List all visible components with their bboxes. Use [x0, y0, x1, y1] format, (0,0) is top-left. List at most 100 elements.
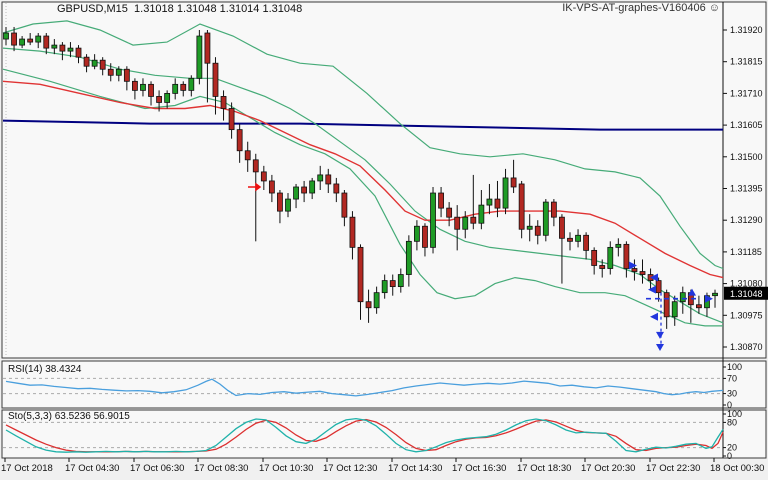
candle-body [615, 243, 622, 248]
time-axis-label: 17 Oct 18:30 [517, 463, 571, 474]
candle-body [663, 292, 670, 318]
trade-arrow-icon [705, 294, 713, 303]
candle-body [35, 35, 42, 43]
price-axis-label: 1.31500 [730, 152, 763, 162]
price-axis-label: 1.31185 [730, 247, 762, 257]
sell-arrow-icon [248, 182, 262, 192]
time-axis-label: 17 Oct 12:30 [323, 463, 377, 474]
main-panel[interactable] [1, 1, 767, 359]
current-price-value: 1.31048 [730, 289, 763, 299]
candle-body [196, 35, 203, 79]
candle-body [671, 301, 678, 318]
candle-body [140, 83, 146, 91]
candle-body [607, 246, 614, 269]
time-axis-label: 17 Oct 04:30 [65, 463, 119, 474]
candle-body [623, 243, 630, 269]
candle-body [188, 77, 195, 91]
candle-body [91, 59, 98, 67]
candle-body [51, 44, 58, 49]
candle-body [542, 201, 549, 236]
candle-body [510, 177, 517, 188]
time-axis-label: 17 Oct 20:30 [581, 463, 635, 474]
trade-arrow-icon [688, 288, 696, 296]
candle-body [655, 280, 662, 294]
candle-body [107, 68, 114, 76]
price-axis-label: 1.31395 [730, 183, 763, 193]
candle-body [414, 225, 420, 242]
candle-body [164, 92, 171, 103]
sto-level-label: 20 [727, 443, 737, 453]
candle-body [478, 204, 485, 224]
rsi-level-label: 0 [727, 400, 732, 410]
trade-arrow-icon [650, 273, 658, 282]
sto-level-label: 80 [727, 417, 737, 427]
candle-body [534, 225, 541, 236]
price-axis-label: 1.31710 [730, 88, 763, 98]
trade-arrow-icon [629, 261, 637, 270]
rsi-line [5, 378, 724, 397]
time-axis-label: 18 Oct 00:30 [710, 463, 764, 474]
current-price-tag [724, 286, 768, 300]
candle-body [349, 216, 356, 248]
candle-body [67, 47, 74, 52]
candle-body [19, 38, 26, 46]
candle-body [550, 201, 557, 218]
candle-body [204, 32, 211, 64]
price-axis-label: 1.30870 [730, 342, 763, 352]
candle-body [679, 292, 686, 303]
candle-body [156, 96, 162, 103]
rsi-panel[interactable] [1, 360, 767, 409]
candle-body [75, 47, 82, 58]
candle-body [301, 186, 308, 194]
ohlc-readout: GBPUSD,M15 1.31018 1.31048 1.31014 1.310… [57, 3, 303, 15]
candle-body [389, 280, 396, 288]
sto-main-line [5, 417, 724, 453]
candle-body [599, 265, 606, 269]
rsi-level-label: 70 [727, 373, 737, 383]
trade-arrow-icon [650, 312, 658, 321]
price-axis-label: 1.31605 [730, 120, 763, 130]
time-axis-label: 17 Oct 08:30 [194, 463, 248, 474]
candle-body [631, 268, 638, 272]
time-axis-label: 17 Oct 10:30 [259, 463, 313, 474]
candle-body [123, 68, 130, 82]
candle-body [11, 32, 17, 46]
candle-body [639, 271, 646, 275]
candle-body [583, 234, 590, 251]
candle-body [172, 83, 179, 94]
candle-body [148, 83, 154, 97]
candle-body [244, 150, 251, 161]
candle-body [333, 183, 340, 194]
ma-red-line [2, 80, 724, 279]
candle-body [494, 198, 501, 209]
rsi-level-label: 100 [727, 362, 742, 372]
trade-arrow-icon [648, 285, 656, 294]
candle-body [3, 32, 9, 40]
time-axis-label: 17 Oct 06:30 [130, 463, 184, 474]
candle-body [567, 237, 573, 242]
candle-body [277, 192, 283, 212]
candle-body [397, 274, 404, 288]
rsi-indicator-label: RSI(14) 38.4324 [8, 364, 82, 375]
candle-body [228, 108, 235, 131]
candle-body [696, 304, 702, 309]
candle-body [180, 83, 187, 91]
candle-body [559, 216, 565, 239]
candle-body [470, 216, 477, 224]
candle-body [373, 292, 380, 309]
candle-body [502, 177, 509, 209]
candle-body [285, 198, 291, 212]
candle-body [293, 186, 299, 200]
price-axis-label: 1.31080 [730, 279, 763, 289]
sto-level-label: 100 [727, 409, 742, 419]
stochastic-indicator-label: Sto(5,3,3) 63.5236 56.9015 [8, 411, 130, 422]
candle-body [83, 56, 90, 67]
candle-body [212, 62, 219, 97]
candle-body [454, 216, 461, 230]
bollinger-upper-line [2, 20, 724, 270]
candle-body [438, 192, 444, 209]
candle-body [268, 180, 275, 194]
candle-body [341, 192, 348, 218]
